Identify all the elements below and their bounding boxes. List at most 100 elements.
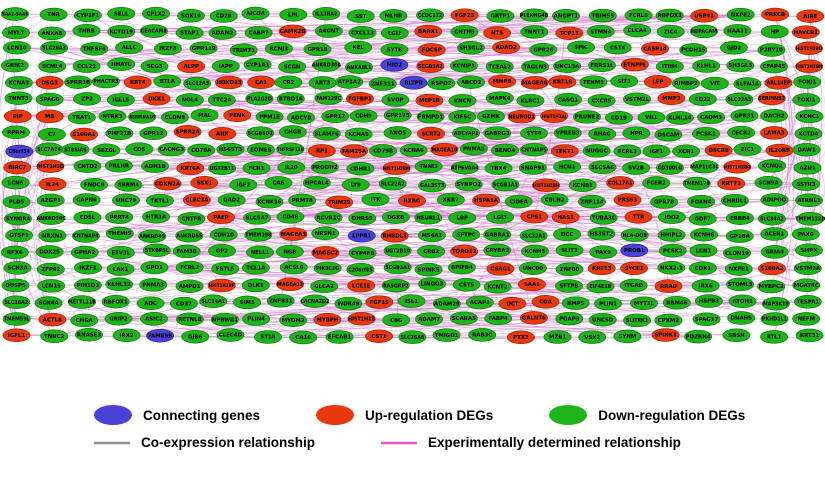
experimental-edge [361,82,779,286]
gene-label: TNNC2 [44,334,65,340]
gene-node-ellipse [369,144,398,158]
gene-node-ellipse [483,227,512,242]
gene-label: TMEM179 [684,181,711,187]
gene-label: NTS [491,31,503,37]
gene-label: KCNT2 [488,285,508,291]
gene-label: TRAT1 [72,115,91,121]
gene-node: ETNPPL [620,57,649,72]
gene-label: ADAD2 [496,45,517,51]
coexpression-edge [115,267,294,303]
gene-node: MB [35,109,64,124]
gene-node: CD300LG [656,161,684,175]
gene-node: LGI3 [486,210,515,224]
gene-label: ACSL6 [284,265,304,271]
coexpression-edge [316,180,732,184]
gene-label: PPM1E [259,114,280,120]
gene-node: CCDC172 [416,8,445,22]
gene-label: HIST1H2AJ [542,114,567,119]
gene-label: ITGAD [624,283,643,289]
gene-node-ellipse [91,74,120,89]
gene-label: ITK [371,197,382,203]
gene-node-ellipse [624,8,653,23]
gene-node-ellipse [794,126,823,141]
gene-label: ST18 [260,335,275,341]
gene-node-ellipse [619,278,648,293]
gene-node-ellipse [654,279,683,293]
gene-node-ellipse [573,110,601,124]
gene-node: KLHL14 [665,111,694,125]
gene-label: GJD2 [727,46,742,52]
gene-node: TNNC2 [40,329,69,344]
coexpression-edge [17,66,536,117]
gene-node: CECR2 [727,125,756,140]
gene-node-ellipse [74,260,102,275]
gene-label: CNTD2 [77,164,98,170]
gene-node: KLHL1 [692,59,721,73]
gene-label: PCDH15 [681,48,706,54]
gene-label: CNTNAP5 [521,147,546,153]
gene-node-ellipse [760,330,789,344]
gene-label: TEKT1 [555,149,574,155]
legend-upregulation: Up-regulation DEGs [314,404,493,426]
gene-label: MAP3K19 [763,301,789,307]
gene-node-ellipse [3,109,32,124]
gene-node-ellipse [175,228,204,243]
gene-node-ellipse [448,211,477,225]
gene-node-ellipse [105,226,134,241]
gene-node: TMEM59L [2,312,31,326]
gene-label: MMP3 [662,96,681,102]
gene-label: PROB1 [624,248,645,254]
experimental-edge [16,150,657,203]
gene-node-ellipse [448,94,477,108]
gene-node-ellipse [655,8,684,23]
gene-node-ellipse [793,161,822,175]
gene-node: PLA2G2D [245,91,274,106]
gene-node-ellipse [175,26,204,40]
gene-node-ellipse [72,23,101,38]
gene-node-ellipse [279,260,308,275]
coexpression-edge [81,267,672,303]
gene-node: GRIK2 [0,58,29,73]
gene-node: PHACTR3 [91,74,120,89]
gene-node: CD22 [688,92,717,106]
gene-node: CLDN19 [723,246,751,260]
gene-label: TNNT3 [8,96,28,102]
gene-node-ellipse [588,58,616,73]
gene-node: HP [760,24,789,39]
gene-node-ellipse [555,262,584,277]
gene-label: DAW1 [798,147,816,153]
experimental-edge [153,268,773,320]
gene-node: MID2 [380,58,409,72]
gene-node: SH3GL2 [457,41,485,55]
gene-label: GAL3ST3 [420,183,444,189]
gene-node-ellipse [73,210,102,225]
gene-label: SPAG6 [40,97,60,103]
gene-label: RBFOX3 [658,13,682,19]
gene-node-ellipse [2,25,30,40]
gene-node: PNMA5 [459,141,488,156]
gene-node: ITK [361,192,390,207]
gene-node: TRIM55 [588,8,617,23]
gene-label: CNTNAP4 [73,234,99,240]
gene-node-ellipse [586,24,615,39]
gene-label: FOXN4 [691,199,712,205]
gene-label: MYBPC2 [759,284,784,290]
gene-node: GPR26 [529,42,558,57]
gene-node-ellipse [758,159,787,173]
gene-node-ellipse [275,244,304,259]
gene-node: AZU1 [793,161,822,175]
gene-node: TNR [39,7,68,22]
gene-node: CST4 [603,40,632,55]
gene-node-ellipse [242,312,271,326]
gene-label: GRIK2 [6,63,25,69]
gene-node-ellipse [35,92,64,107]
gene-node-ellipse [246,142,275,157]
gene-label: ANKRD34C [37,216,67,222]
gene-label: CDX1 [695,266,712,272]
gene-node: ASIC2 [140,312,168,326]
gene-label: KLHL32 [108,282,131,288]
gene-label: CLDN8 [165,115,185,121]
gene-node-ellipse [187,143,216,158]
gene-label: LINGO3 [421,282,444,288]
gene-node-ellipse [381,210,410,224]
